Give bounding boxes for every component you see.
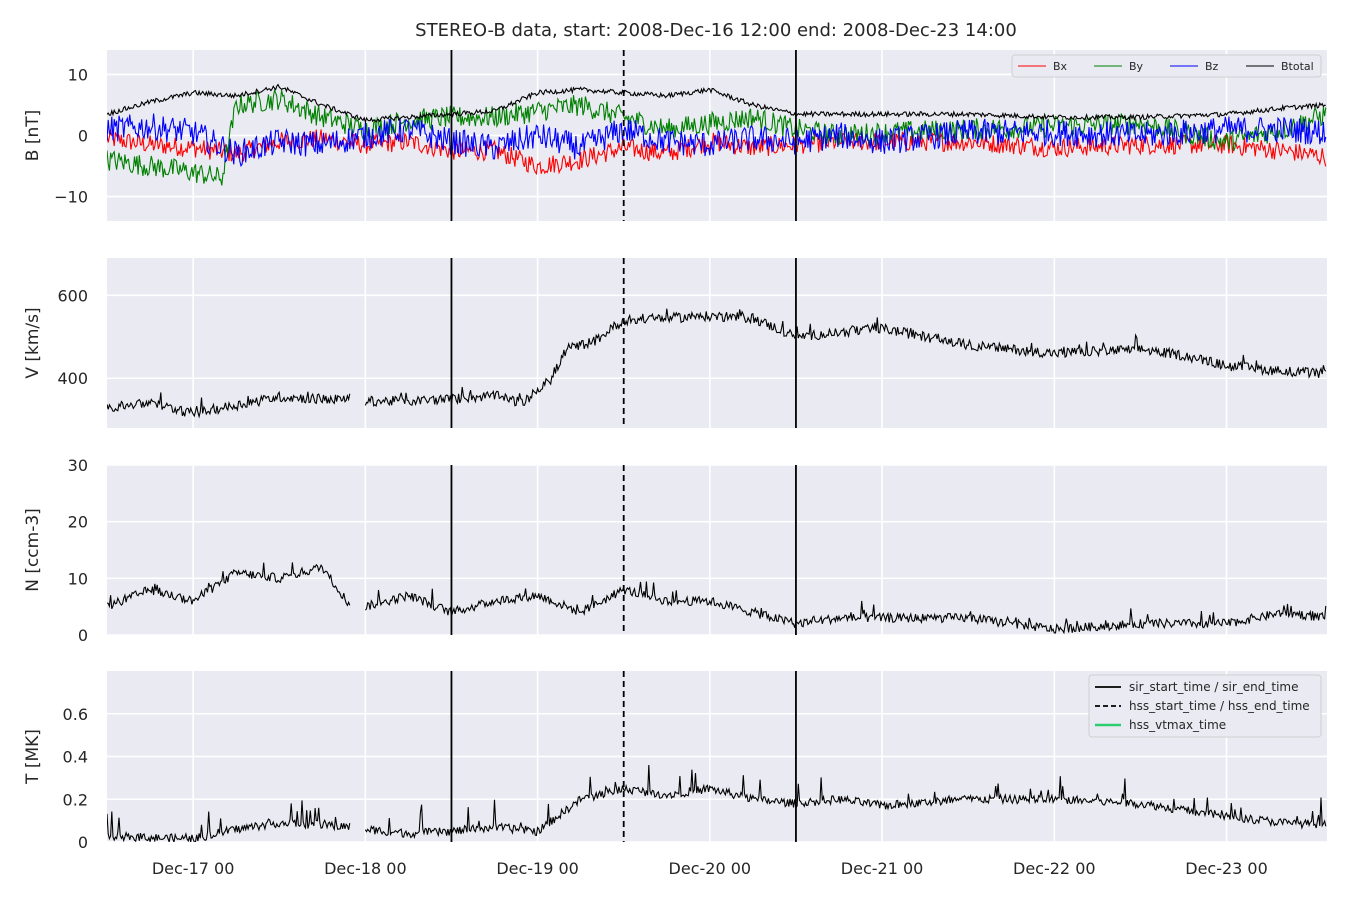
panel-1: −10 0 10 B [nT] Bx By Bz Btotal: [23, 50, 1327, 221]
y-tick-label: 0: [78, 127, 88, 146]
legend-box: [1011, 54, 1322, 78]
x-tick-label: Dec-22 00: [1013, 859, 1096, 878]
x-tick-label: Dec-20 00: [669, 859, 752, 878]
panels: −10 0 10 B [nT] Bx By Bz Btotal 400 600 V [km/s] 0 1…: [23, 50, 1327, 878]
series-group: [107, 308, 1327, 419]
series-line: [107, 764, 1327, 842]
y-tick-label: 20: [68, 513, 88, 532]
legend-label: Bx: [1053, 60, 1068, 73]
series-line-btotal: [107, 83, 1326, 125]
legend-label: By: [1129, 60, 1144, 73]
x-tick-label: Dec-18 00: [324, 859, 407, 878]
y-tick-label: 10: [68, 65, 88, 84]
legend-label: hss_start_time / hss_end_time: [1129, 699, 1310, 713]
legend-box: [1088, 674, 1322, 738]
panel-3: 0 10 20 30 N [ccm-3]: [23, 456, 1327, 645]
event-legend: sir_start_time / sir_end_time hss_start_t…: [1088, 674, 1322, 738]
y-axis-label: T [MK]: [23, 729, 43, 785]
x-tick-label: Dec-21 00: [841, 859, 924, 878]
x-tick-label: Dec-19 00: [496, 859, 579, 878]
y-tick-label: 400: [57, 369, 88, 388]
series-line-by: [107, 88, 1327, 186]
legend-label: Btotal: [1281, 60, 1314, 73]
series-line-bz: [107, 113, 1327, 168]
y-axis-label: N [ccm-3]: [23, 508, 43, 592]
y-tick-label: 0: [78, 833, 88, 852]
series-group: [107, 764, 1327, 842]
series-line: [107, 562, 1327, 635]
legend-label: Bz: [1205, 60, 1219, 73]
y-tick-label: 10: [68, 569, 88, 588]
legend-label: sir_start_time / sir_end_time: [1129, 680, 1299, 694]
y-axis-label: V [km/s]: [23, 307, 43, 378]
series-line: [107, 308, 1327, 419]
y-tick-label: 600: [57, 286, 88, 305]
legend-label: hss_vtmax_time: [1129, 718, 1226, 732]
series-group: [107, 562, 1327, 635]
y-tick-label: 30: [68, 456, 88, 475]
panel-4: 0 0.2 0.4 0.6 T [MK] Dec-17 00 Dec-18 00 Dec-19…: [23, 671, 1327, 878]
series-group: [107, 83, 1327, 186]
plot-area: [107, 465, 1327, 635]
b-legend: Bx By Bz Btotal: [1011, 54, 1322, 78]
y-tick-label: 0.2: [63, 790, 88, 809]
x-tick-label: Dec-17 00: [152, 859, 235, 878]
plot-area: [107, 258, 1327, 428]
y-tick-label: 0: [78, 626, 88, 645]
panel-2: 400 600 V [km/s]: [23, 258, 1327, 428]
series-line-bx: [107, 129, 1327, 176]
x-tick-label: Dec-23 00: [1185, 859, 1268, 878]
y-axis-label: B [nT]: [23, 110, 43, 162]
y-tick-label: 0.6: [63, 705, 88, 724]
figure-title: STEREO-B data, start: 2008-Dec-16 12:00 …: [415, 20, 1017, 41]
y-tick-label: −10: [54, 188, 88, 207]
y-tick-label: 0.4: [63, 748, 88, 767]
